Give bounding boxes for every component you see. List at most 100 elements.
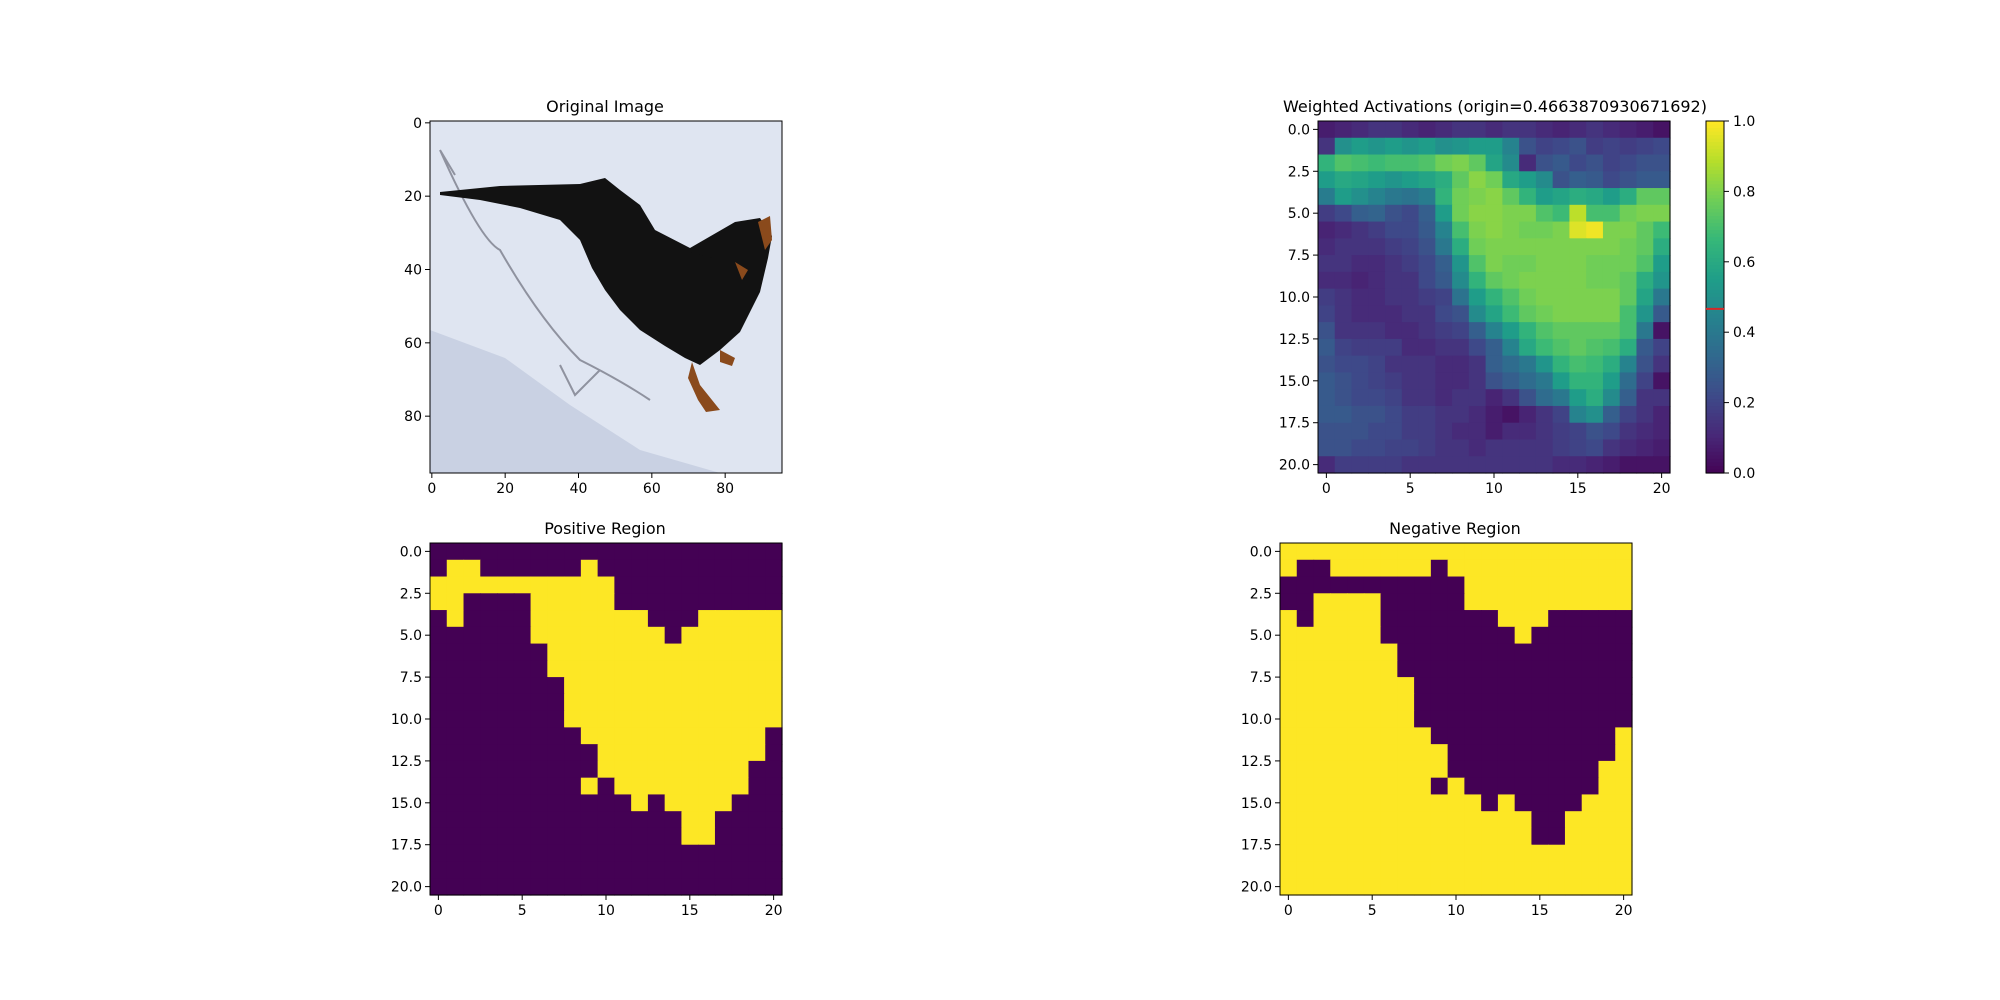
heatmap-cell [1296,626,1315,645]
heatmap-cell [497,861,515,879]
heatmap-cell [513,760,532,779]
weighted-activations-ticks: 0 5 10 15 200.02.55.07.510.012.515.017.520.0 [1279,122,1671,497]
heatmap-cell [748,543,766,561]
y-tick-label: 17.5 [1241,838,1272,854]
heatmap-cell [1485,121,1503,139]
heatmap-cell [1598,794,1616,812]
heatmap-cell [480,744,498,762]
heatmap-cell [664,794,683,812]
heatmap-cell [446,794,465,812]
y-tick-label: 10.0 [391,712,422,728]
heatmap-cell [714,744,733,762]
heatmap-cell [1468,355,1487,374]
heatmap-cell [1468,288,1487,306]
colorbar-segment [1706,402,1724,407]
colorbar-segment [1706,251,1724,256]
heatmap-cell [1401,188,1420,206]
heatmap-cell [681,811,699,829]
x-tick-label: 0 [427,481,436,497]
heatmap-cell [614,677,632,695]
heatmap-cell [580,861,599,879]
heatmap-cell [1619,322,1638,340]
heatmap-cell [1653,188,1671,206]
heatmap-cell [1418,221,1436,239]
heatmap-cell [1385,288,1403,306]
heatmap-cell [748,844,766,863]
heatmap-cell [765,693,783,712]
heatmap-cell [1497,660,1516,678]
heatmap-cell [1347,727,1365,745]
heatmap-cell [497,610,515,628]
heatmap-cell [1497,543,1516,561]
heatmap-cell [1615,559,1633,578]
colorbar-segment [1706,335,1724,340]
heatmap-cell [1464,861,1482,879]
heatmap-cell [1452,171,1470,189]
heatmap-cell [1552,422,1571,441]
heatmap-cell [1464,677,1482,695]
heatmap-cell [1502,288,1520,306]
heatmap-cell [530,760,548,779]
heatmap-cell [748,794,766,812]
heatmap-cell [1502,271,1520,290]
heatmap-cell [480,576,498,594]
heatmap-cell [631,677,649,695]
heatmap-cell [446,878,465,896]
heatmap-cell [1619,288,1638,306]
heatmap-cell [748,626,766,645]
heatmap-cell [1586,121,1604,139]
heatmap-cell [1602,204,1621,223]
heatmap-cell [714,693,733,712]
heatmap-cell [463,543,481,561]
heatmap-cell [1430,744,1449,762]
heatmap-cell [1564,610,1583,628]
heatmap-cell [1452,188,1470,206]
heatmap-cell [513,610,532,628]
colorbar-segment [1706,128,1724,133]
heatmap-cell [1330,727,1348,745]
heatmap-cell [1581,559,1600,578]
heatmap-cell [1531,660,1549,678]
colorbar-segment [1706,441,1724,446]
heatmap-cell [1468,221,1487,239]
heatmap-cell [731,744,750,762]
heatmap-cell [430,777,448,796]
heatmap-cell [1334,137,1353,156]
heatmap-cell [463,610,481,628]
x-tick-label: 20 [765,903,783,919]
heatmap-cell [1602,137,1621,156]
heatmap-cell [1485,355,1503,374]
original-image-title: Original Image [546,97,664,116]
heatmap-cell [1535,422,1554,441]
heatmap-cell [1531,878,1549,896]
heatmap-cell [1435,338,1453,357]
heatmap-cell [748,760,766,779]
heatmap-cell [513,811,532,829]
heatmap-cell [430,844,448,863]
heatmap-cell [1586,188,1604,206]
heatmap-cell [1481,794,1499,812]
heatmap-cell [463,861,481,879]
heatmap-cell [1581,543,1600,561]
heatmap-cell [1653,338,1671,357]
heatmap-cell [1619,171,1638,189]
heatmap-cell [1368,188,1386,206]
heatmap-cell [714,643,733,661]
heatmap-cell [1464,693,1482,712]
heatmap-cell [614,543,632,561]
heatmap-cell [1481,543,1499,561]
colorbar-segment [1706,212,1724,217]
heatmap-cell [1351,456,1369,474]
heatmap-cell [731,677,750,695]
heatmap-cell [1401,255,1420,273]
heatmap-cell [1313,760,1331,779]
heatmap-cell [446,576,465,594]
heatmap-cell [1615,777,1633,796]
heatmap-cell [1602,372,1621,390]
heatmap-cell [1548,593,1566,611]
heatmap-cell [1581,710,1600,728]
heatmap-cell [580,593,599,611]
heatmap-cell [1602,389,1621,407]
heatmap-cell [1552,305,1571,323]
